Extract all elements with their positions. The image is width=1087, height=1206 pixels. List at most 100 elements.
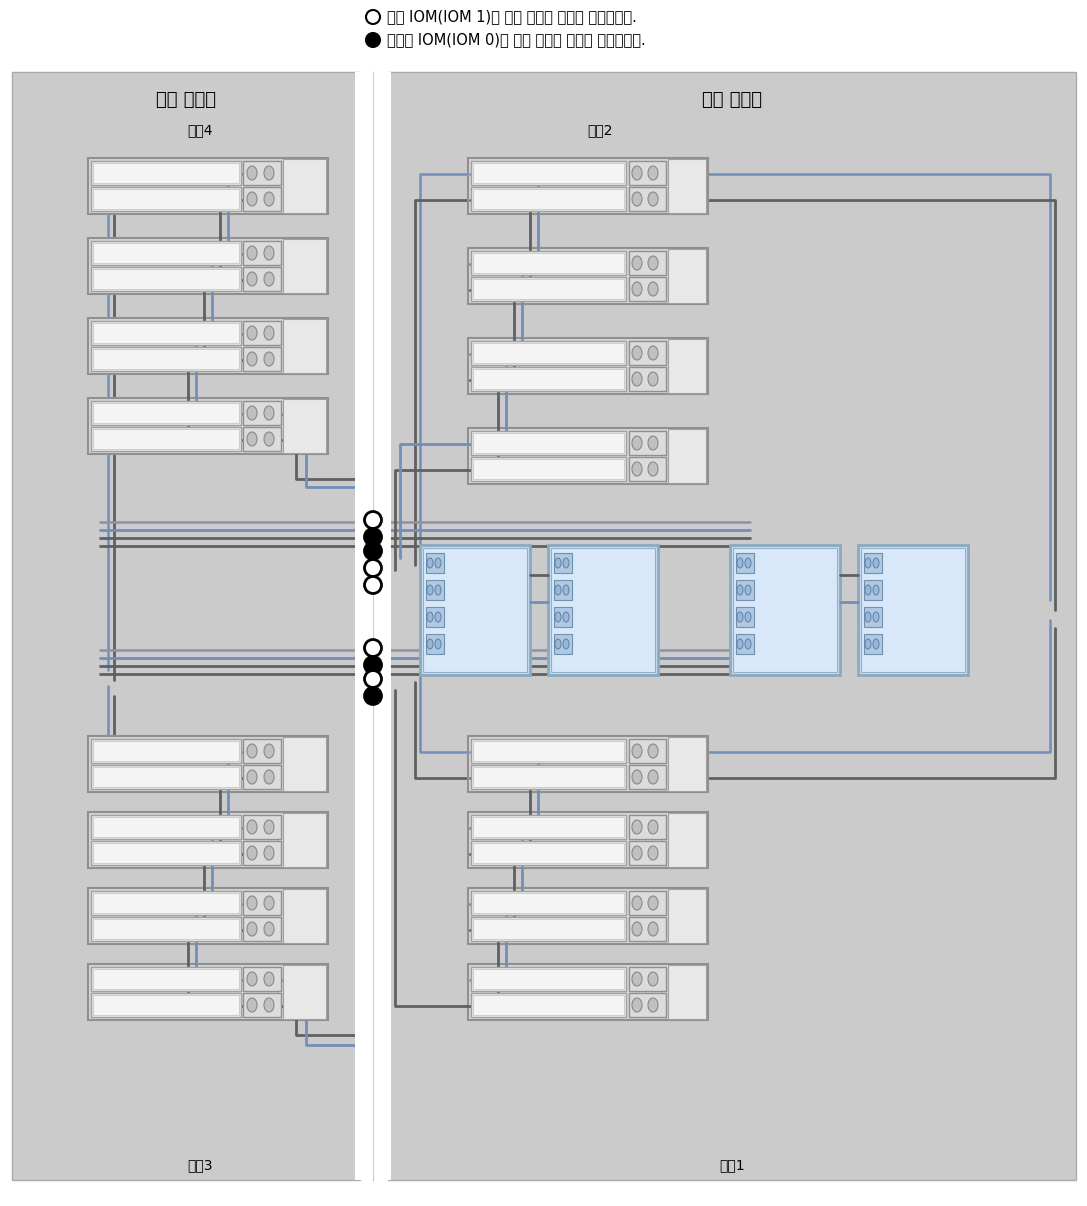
Bar [473, 189, 624, 209]
Bar [91, 267, 241, 291]
Bar [471, 967, 626, 991]
Bar [554, 634, 572, 654]
Ellipse shape [247, 845, 257, 860]
Ellipse shape [247, 972, 257, 987]
Bar [629, 815, 666, 839]
Ellipse shape [632, 256, 642, 270]
Bar [468, 888, 708, 944]
Ellipse shape [247, 406, 257, 420]
Bar [473, 459, 624, 479]
Bar [629, 277, 666, 302]
Bar [93, 429, 239, 449]
Bar [93, 269, 239, 289]
Ellipse shape [427, 639, 433, 649]
Bar [88, 398, 328, 453]
Ellipse shape [648, 820, 658, 835]
Bar [91, 160, 241, 185]
Bar [243, 347, 282, 371]
Bar [93, 968, 239, 989]
Bar [471, 341, 626, 365]
Ellipse shape [264, 432, 274, 446]
Ellipse shape [264, 192, 274, 206]
Ellipse shape [247, 432, 257, 446]
Bar [88, 812, 328, 868]
Bar [93, 242, 239, 263]
Text: 확장 캐비닛: 확장 캐비닛 [157, 90, 216, 109]
Bar [471, 917, 626, 941]
Text: 기본 캐비닛: 기본 캐비닛 [702, 90, 762, 109]
Ellipse shape [648, 256, 658, 270]
Ellipse shape [247, 820, 257, 835]
Circle shape [366, 33, 380, 47]
Ellipse shape [264, 326, 274, 340]
Ellipse shape [427, 558, 433, 568]
Bar [243, 967, 282, 991]
Ellipse shape [247, 246, 257, 260]
Bar [420, 545, 530, 675]
Ellipse shape [264, 999, 274, 1012]
Text: 체인3: 체인3 [187, 1158, 213, 1172]
Bar [864, 634, 882, 654]
Ellipse shape [865, 585, 871, 595]
Ellipse shape [648, 896, 658, 911]
Bar [858, 545, 969, 675]
Ellipse shape [264, 923, 274, 936]
Ellipse shape [648, 371, 658, 386]
Ellipse shape [563, 558, 569, 568]
Ellipse shape [264, 845, 274, 860]
Bar [473, 767, 624, 788]
Ellipse shape [247, 896, 257, 911]
Bar [730, 545, 840, 675]
Bar [426, 634, 443, 654]
Ellipse shape [648, 462, 658, 476]
Circle shape [366, 10, 380, 24]
Ellipse shape [648, 744, 658, 759]
Text: 체인2: 체인2 [587, 123, 613, 137]
Ellipse shape [632, 371, 642, 386]
Bar [426, 554, 443, 573]
Bar [93, 816, 239, 837]
Bar [283, 737, 326, 791]
Bar [669, 965, 705, 1019]
Ellipse shape [555, 611, 561, 622]
Text: 체인4: 체인4 [187, 123, 213, 137]
Bar [471, 891, 626, 915]
Ellipse shape [264, 972, 274, 987]
Bar [473, 163, 624, 183]
Bar [473, 816, 624, 837]
Bar [468, 248, 708, 304]
Ellipse shape [648, 282, 658, 295]
Bar [243, 267, 282, 291]
Bar [243, 160, 282, 185]
Ellipse shape [632, 769, 642, 784]
Bar [12, 72, 360, 1179]
Bar [91, 815, 241, 839]
Bar [93, 919, 239, 939]
Ellipse shape [555, 558, 561, 568]
Ellipse shape [648, 972, 658, 987]
Bar [473, 740, 624, 761]
Bar [629, 431, 666, 455]
Bar [243, 321, 282, 345]
Ellipse shape [264, 352, 274, 365]
Ellipse shape [632, 437, 642, 450]
Bar [736, 634, 754, 654]
Bar [471, 993, 626, 1017]
Bar [733, 548, 837, 672]
Bar [629, 993, 666, 1017]
Bar [93, 843, 239, 863]
Ellipse shape [873, 611, 879, 622]
Circle shape [364, 560, 382, 576]
Ellipse shape [264, 406, 274, 420]
Ellipse shape [264, 273, 274, 286]
Bar [91, 993, 241, 1017]
Ellipse shape [435, 585, 441, 595]
Bar [471, 160, 626, 185]
Ellipse shape [632, 744, 642, 759]
Circle shape [364, 687, 382, 704]
Bar [669, 429, 705, 482]
Bar [388, 72, 1076, 1179]
Ellipse shape [264, 246, 274, 260]
Bar [88, 888, 328, 944]
Ellipse shape [737, 585, 744, 595]
